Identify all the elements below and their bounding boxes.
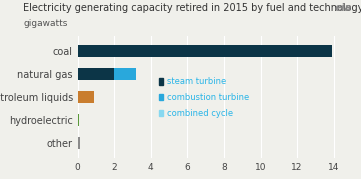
Text: gigawatts: gigawatts bbox=[23, 19, 68, 28]
Bar bbox=[78, 137, 80, 149]
Bar bbox=[158, 110, 164, 116]
Text: combined cycle: combined cycle bbox=[167, 108, 233, 118]
Bar bbox=[114, 68, 136, 80]
Bar bbox=[78, 91, 94, 103]
Bar bbox=[158, 94, 164, 100]
Bar bbox=[78, 45, 332, 57]
Text: combustion turbine: combustion turbine bbox=[167, 93, 249, 102]
Bar bbox=[158, 78, 164, 84]
Text: eia: eia bbox=[335, 3, 352, 13]
Bar bbox=[78, 68, 114, 80]
Text: steam turbine: steam turbine bbox=[167, 77, 226, 86]
Bar bbox=[78, 114, 79, 126]
Text: Electricity generating capacity retired in 2015 by fuel and technology: Electricity generating capacity retired … bbox=[23, 3, 361, 13]
